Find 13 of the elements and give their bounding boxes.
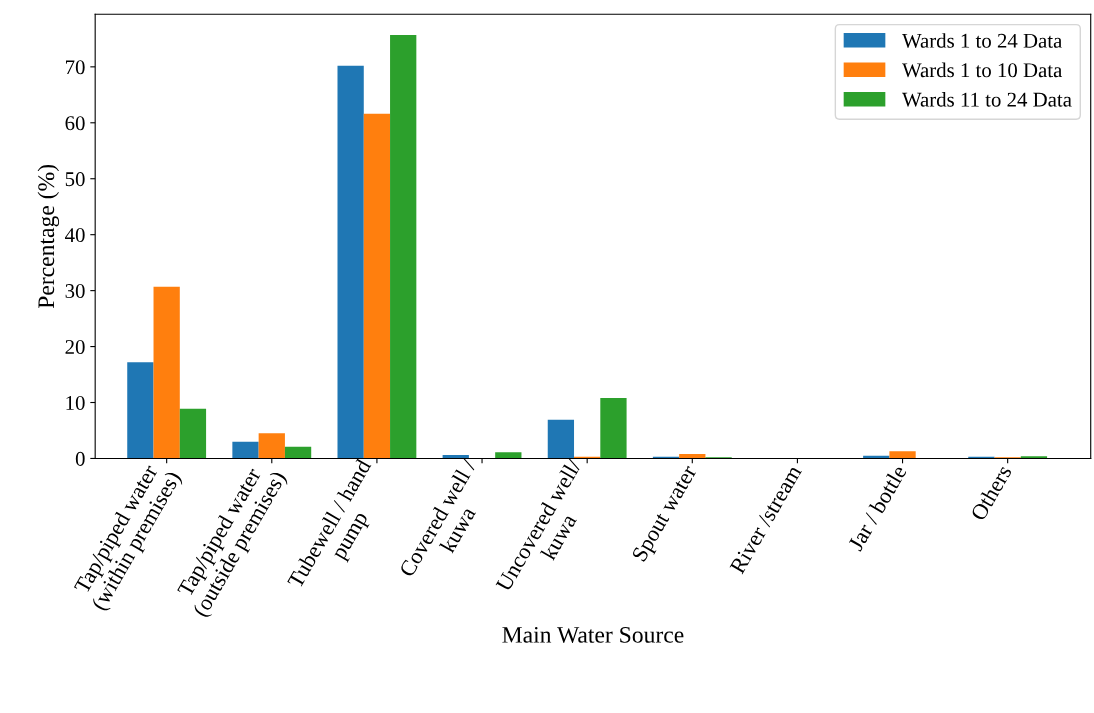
legend-label: Wards 1 to 10 Data xyxy=(902,62,1063,78)
x-axis-title: Main Water Source xyxy=(502,626,684,643)
legend-label: Wards 11 to 24 Data xyxy=(902,92,1072,107)
y-tick-label: 30 xyxy=(65,284,85,299)
y-tick-label: 20 xyxy=(65,339,85,354)
y-tick-label: 0 xyxy=(75,451,85,466)
y-tick-label: 40 xyxy=(65,228,85,243)
y-tick-label: 60 xyxy=(65,116,85,131)
y-tick-label: 10 xyxy=(66,395,85,410)
legend-label: Wards 1 to 24 Data xyxy=(902,33,1063,48)
y-tick-label: 70 xyxy=(66,60,85,75)
y-tick-label: 50 xyxy=(65,172,85,187)
y-axis-title: Percentage (%) xyxy=(37,164,60,309)
